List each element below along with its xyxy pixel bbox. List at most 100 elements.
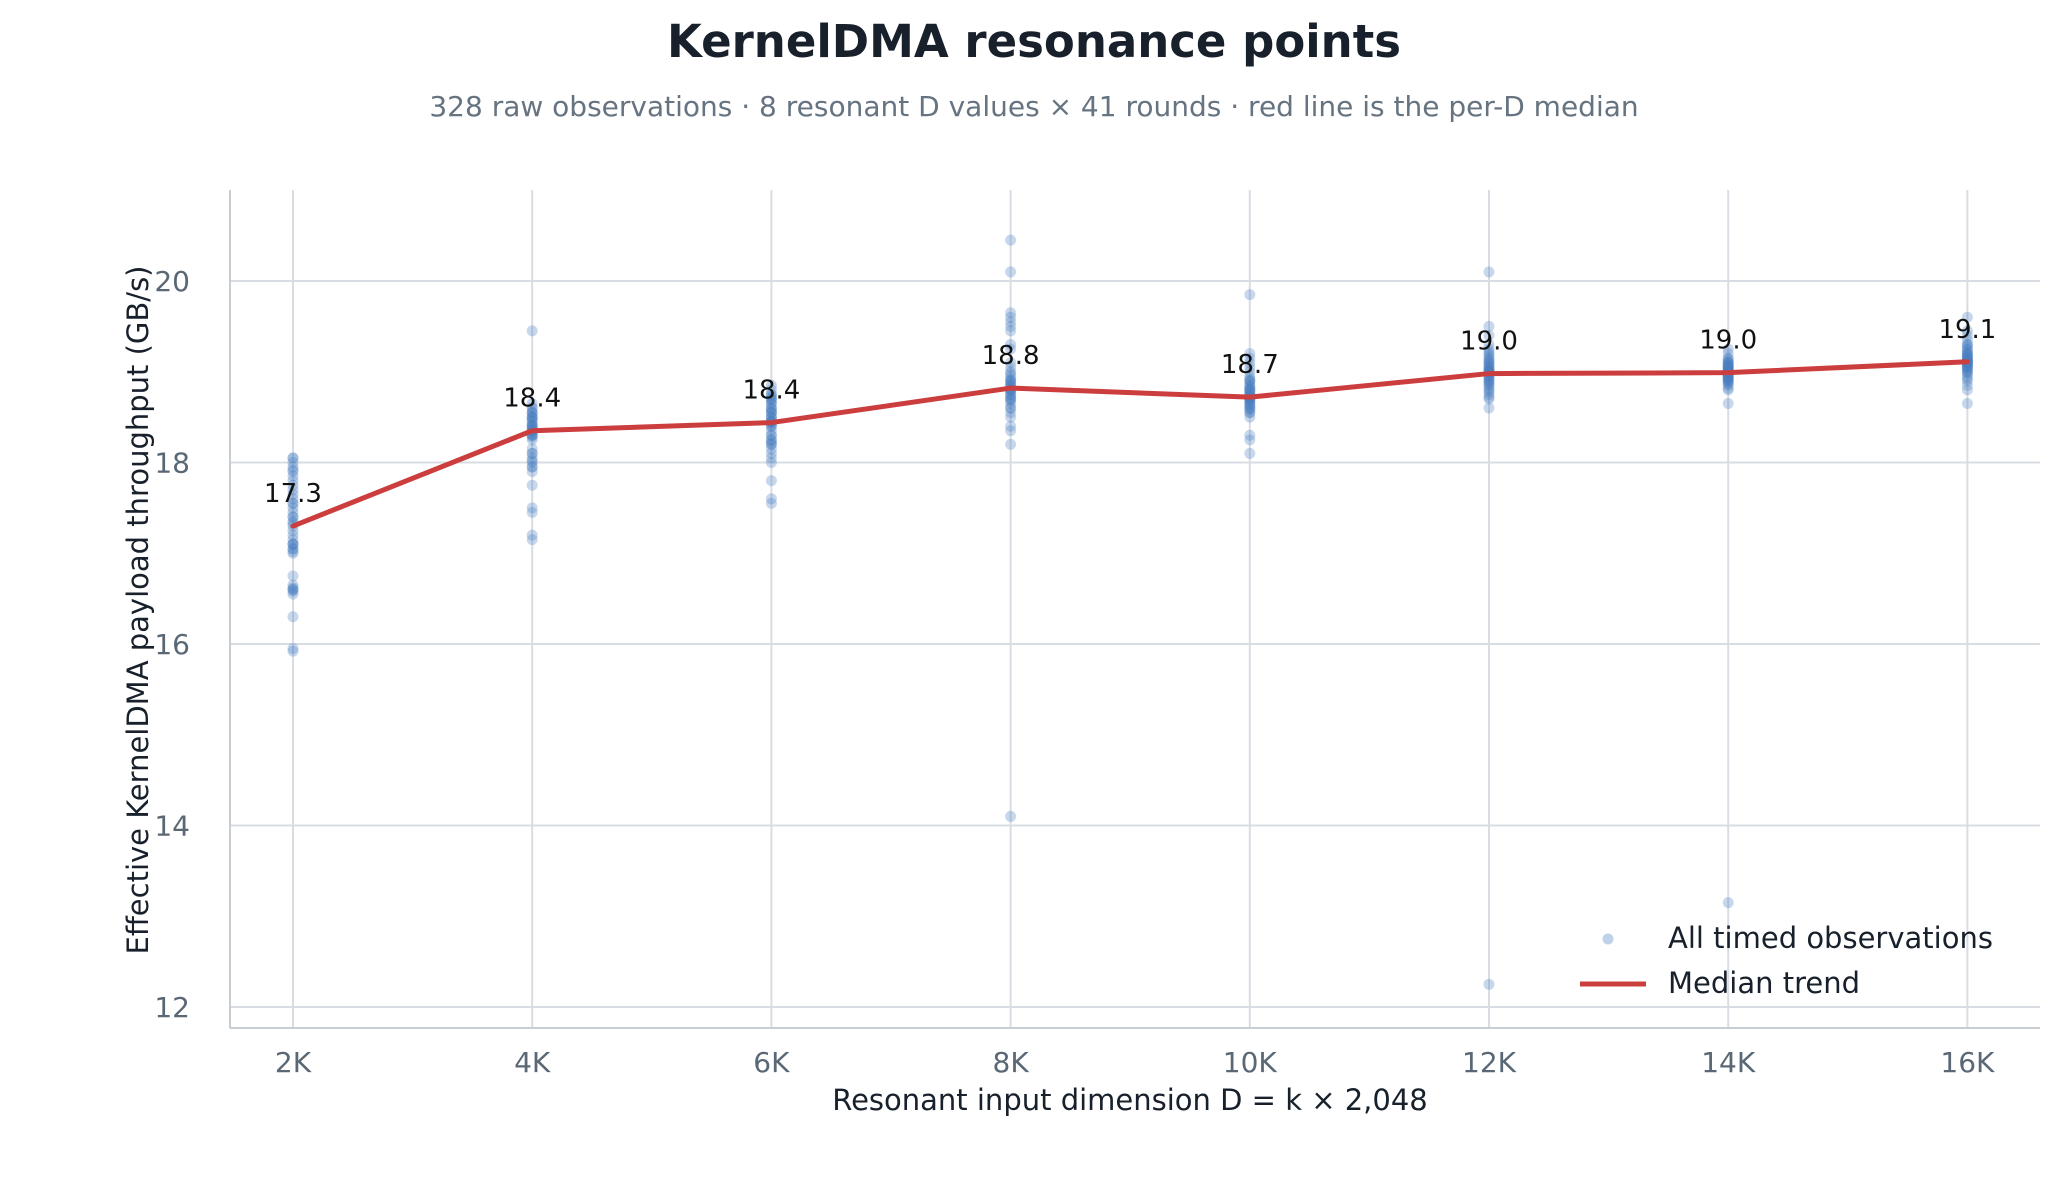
scatter-point [1961,349,1973,361]
scatter-point [1722,358,1734,370]
scatter-point [1244,382,1256,394]
scatter-point [1244,447,1256,459]
scatter-point [1961,325,1973,337]
scatter-point [1005,402,1017,414]
scatter-point [526,416,538,428]
x-tick-label: 8K [993,1046,1030,1079]
scatter-point [1244,434,1256,446]
scatter-point [765,391,777,403]
scatter-point [287,488,299,500]
scatter-point [526,466,538,478]
scatter-point [287,582,299,594]
scatter-point [287,493,299,505]
legend: All timed observations Median trend [1580,921,1993,1000]
scatter-point [1005,320,1017,332]
scatter-point [1483,378,1495,390]
scatter-point [1722,357,1734,369]
scatter-point [1483,349,1495,361]
y-tick-label: 18 [154,447,190,480]
scatter-point [1244,375,1256,387]
scatter-point [1722,382,1734,394]
y-axis-label: Effective KernelDMA payload throughput (… [121,266,155,955]
scatter-point [526,402,538,414]
scatter-point [526,407,538,419]
scatter-point [1961,375,1973,387]
scatter-point [1483,384,1495,396]
scatter-point [765,407,777,419]
scatter-point [1961,339,1973,351]
scatter-point [1961,379,1973,391]
scatter-point [765,425,777,437]
scatter-point [1483,266,1495,278]
scatter-point [1961,373,1973,385]
scatter-point [287,585,299,597]
scatter-point [765,434,777,446]
scatter-point [1961,344,1973,356]
gridlines [230,190,2040,1028]
scatter-point [1005,316,1017,328]
scatter-point [1722,378,1734,390]
scatter-point [1483,360,1495,372]
scatter-point [1005,388,1017,400]
scatter-point [765,493,777,505]
scatter-point [287,479,299,491]
scatter-point [765,434,777,446]
scatter-point [1005,388,1017,400]
scatter-point [1244,375,1256,387]
scatter-point [1961,364,1973,376]
scatter-point [1961,366,1973,378]
scatter-point [1722,360,1734,372]
median-value-label: 18.8 [982,341,1040,371]
scatter-point [1244,400,1256,412]
scatter-point [287,547,299,559]
scatter-point [526,502,538,514]
x-axis-label: Resonant input dimension D = k × 2,048 [832,1083,1428,1117]
scatter-point [1722,361,1734,373]
scatter-point [765,402,777,414]
scatter-point [1005,357,1017,369]
scatter-point [526,398,538,410]
scatter-point [287,506,299,518]
scatter-point [287,470,299,482]
scatter-point [1483,361,1495,373]
scatter-point [1961,329,1973,341]
scatter-point [1005,311,1017,323]
scatter-point [287,457,299,468]
scatter-point [1244,398,1256,410]
scatter-point [287,645,299,657]
scatter-point [1722,375,1734,387]
scatter-point [287,611,299,623]
scatter-point [1483,357,1495,369]
x-tick-label: 14K [1701,1046,1756,1079]
scatter-point [526,407,538,419]
scatter-point [1244,407,1256,419]
scatter-point [1005,307,1017,319]
scatter-point [287,461,299,473]
scatter-point [1244,384,1256,396]
scatter-point [1961,368,1973,380]
scatter-point [526,447,538,459]
scatter-point [1005,375,1017,387]
scatter-point [1005,234,1017,246]
scatter-point [526,457,538,468]
scatter-point [287,452,299,464]
scatter-point [1961,361,1973,373]
chart-title: KernelDMA resonance points [667,15,1401,68]
scatter-point [1005,343,1017,355]
scatter-point [526,402,538,414]
scatter-point [1483,393,1495,405]
scatter-point [765,404,777,416]
scatter-point [526,447,538,459]
scatter-point [1483,353,1495,365]
scatter-point [287,452,299,464]
scatter-point [1005,325,1017,337]
scatter-point [287,529,299,541]
scatter-point [526,325,538,337]
scatter-point [765,407,777,419]
median-value-label: 19.0 [1699,326,1757,356]
median-value-label: 18.7 [1221,350,1279,380]
scatter-point [1483,343,1495,355]
scatter-point [1722,897,1734,909]
legend-scatter-marker [1602,933,1614,945]
scatter-point [287,475,299,487]
